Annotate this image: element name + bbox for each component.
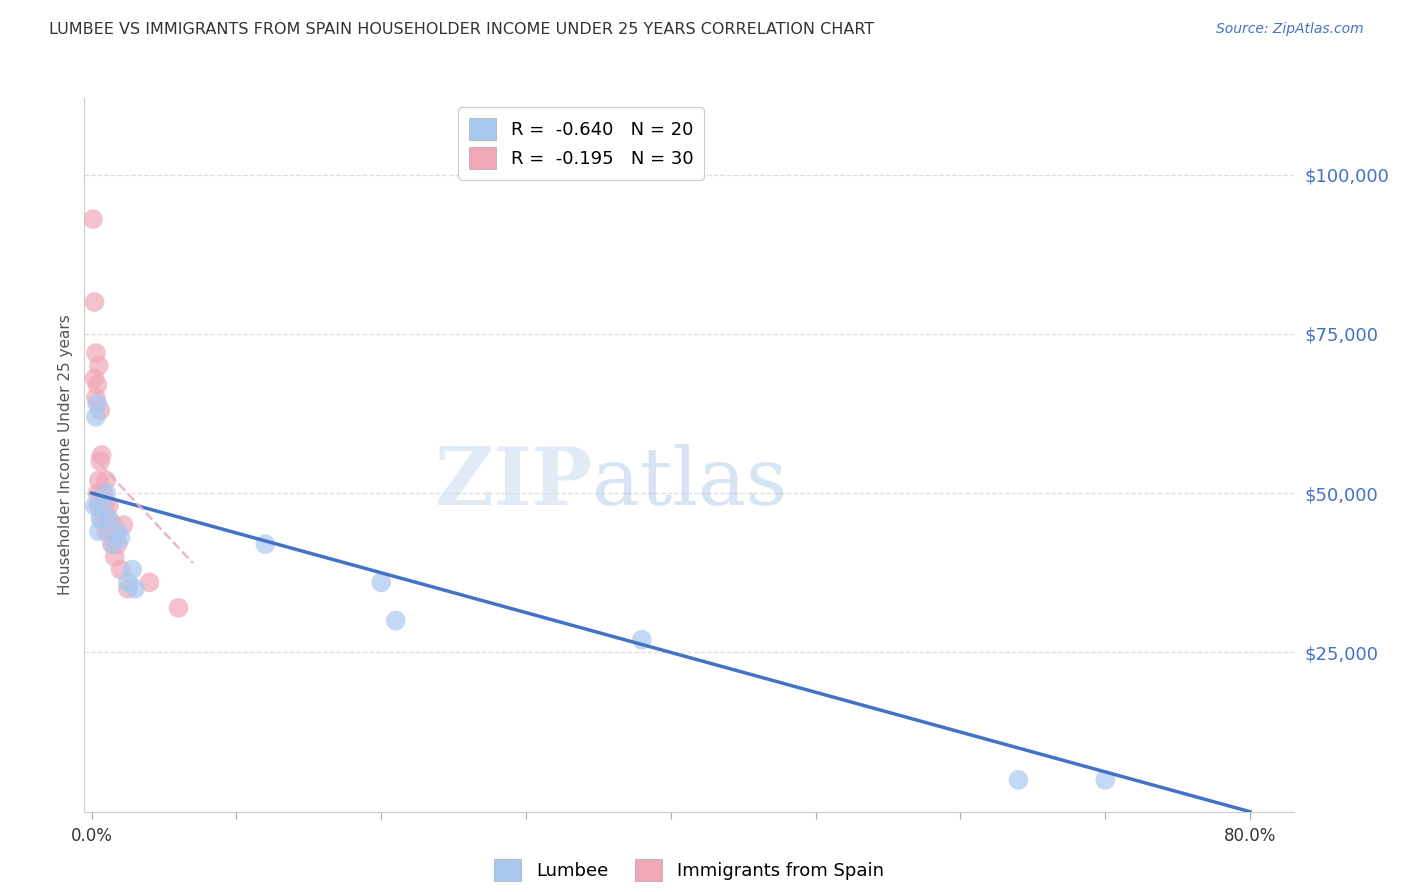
Point xyxy=(107,524,129,539)
Point xyxy=(94,486,117,500)
Point xyxy=(121,563,143,577)
Point xyxy=(101,537,124,551)
Point xyxy=(384,614,406,628)
Point xyxy=(87,474,110,488)
Point xyxy=(96,511,118,525)
Point xyxy=(138,575,160,590)
Point xyxy=(254,537,277,551)
Y-axis label: Householder Income Under 25 years: Householder Income Under 25 years xyxy=(58,315,73,595)
Legend: Lumbee, Immigrants from Spain: Lumbee, Immigrants from Spain xyxy=(486,852,891,888)
Point xyxy=(90,499,112,513)
Text: ZIP: ZIP xyxy=(436,444,592,523)
Point xyxy=(112,518,135,533)
Point xyxy=(124,582,146,596)
Text: LUMBEE VS IMMIGRANTS FROM SPAIN HOUSEHOLDER INCOME UNDER 25 YEARS CORRELATION CH: LUMBEE VS IMMIGRANTS FROM SPAIN HOUSEHOL… xyxy=(49,22,875,37)
Point xyxy=(167,600,190,615)
Point xyxy=(89,454,111,468)
Point xyxy=(83,371,105,385)
Point xyxy=(89,403,111,417)
Point xyxy=(93,499,115,513)
Point xyxy=(103,518,125,533)
Point xyxy=(82,212,104,227)
Point xyxy=(84,409,107,424)
Point xyxy=(84,391,107,405)
Point xyxy=(117,575,139,590)
Point xyxy=(90,511,112,525)
Point xyxy=(94,474,117,488)
Point xyxy=(117,582,139,596)
Point xyxy=(86,486,108,500)
Point xyxy=(87,359,110,373)
Point xyxy=(91,486,114,500)
Point xyxy=(631,632,654,647)
Point xyxy=(87,499,110,513)
Point xyxy=(110,563,132,577)
Point xyxy=(86,397,108,411)
Point xyxy=(1094,772,1116,787)
Point xyxy=(89,511,111,525)
Point xyxy=(370,575,392,590)
Text: atlas: atlas xyxy=(592,444,787,523)
Point xyxy=(87,524,110,539)
Point xyxy=(107,537,129,551)
Point xyxy=(100,524,122,539)
Point xyxy=(90,448,112,462)
Point xyxy=(1007,772,1029,787)
Point xyxy=(84,346,107,360)
Point xyxy=(110,531,132,545)
Text: Source: ZipAtlas.com: Source: ZipAtlas.com xyxy=(1216,22,1364,37)
Point xyxy=(103,537,125,551)
Point xyxy=(94,524,117,539)
Point xyxy=(98,499,121,513)
Point xyxy=(83,295,105,310)
Point xyxy=(98,511,121,525)
Point xyxy=(104,549,127,564)
Point xyxy=(83,499,105,513)
Point xyxy=(86,377,108,392)
